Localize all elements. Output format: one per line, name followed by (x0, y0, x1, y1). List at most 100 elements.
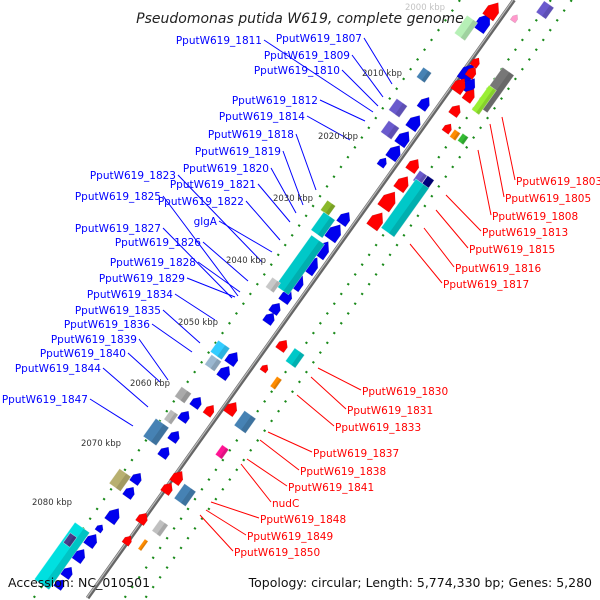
gene-arrow[interactable] (461, 86, 478, 104)
gene-arrow[interactable] (472, 10, 495, 35)
gene-arrow[interactable] (177, 408, 192, 425)
gene-box[interactable] (269, 375, 283, 391)
gene-arrow[interactable] (189, 394, 204, 411)
forward-gene-label[interactable]: PputW619_1839 (51, 334, 137, 346)
gene-box[interactable] (265, 276, 281, 294)
gene-box[interactable] (163, 409, 179, 425)
gene-arrow[interactable] (394, 128, 413, 149)
gene-arrow[interactable] (104, 505, 123, 526)
gene-arrow[interactable] (135, 510, 150, 527)
gene-box[interactable] (233, 410, 257, 434)
gene-arrow[interactable] (393, 173, 412, 194)
gene-arrow[interactable] (122, 484, 137, 501)
gene-arrow[interactable] (121, 534, 134, 547)
forward-gene-label[interactable]: PputW619_1826 (115, 237, 201, 249)
gene-box[interactable] (151, 518, 169, 538)
reverse-gene-label[interactable]: PputW619_1816 (455, 263, 541, 275)
gene-arrow[interactable] (275, 337, 290, 354)
gene-box[interactable] (388, 98, 408, 118)
reverse-gene-label[interactable]: PputW619_1808 (492, 211, 578, 223)
forward-gene-label[interactable]: PputW619_1847 (2, 394, 88, 406)
forward-gene-label[interactable]: PputW619_1823 (90, 170, 176, 182)
gene-arrow[interactable] (441, 122, 454, 135)
gene-arrow[interactable] (202, 403, 217, 418)
forward-gene-label[interactable]: PputW619_1819 (195, 146, 281, 158)
forward-gene-label[interactable]: PputW619_1836 (64, 319, 150, 331)
gene-arrow[interactable] (385, 142, 404, 163)
forward-gene-label[interactable]: PputW619_1818 (208, 129, 294, 141)
forward-gene-label[interactable]: PputW619_1840 (40, 348, 126, 360)
gene-arrow[interactable] (53, 577, 66, 592)
gene-arrow[interactable] (448, 102, 463, 119)
forward-gene-label[interactable]: PputW619_1835 (75, 305, 161, 317)
gene-arrow[interactable] (157, 444, 172, 461)
gene-arrow[interactable] (160, 480, 175, 497)
gene-arrow[interactable] (259, 363, 270, 374)
gene-arrow[interactable] (83, 531, 100, 550)
forward-gene-label[interactable]: PputW619_1829 (99, 273, 185, 285)
forward-gene-label[interactable]: PputW619_1828 (110, 257, 196, 269)
gene-arrow[interactable] (268, 300, 283, 317)
reverse-gene-label[interactable]: PputW619_1833 (335, 422, 421, 434)
reverse-gene-label[interactable]: PputW619_1848 (260, 514, 346, 526)
gene-box[interactable] (275, 234, 325, 296)
forward-gene-label[interactable]: PputW619_1827 (75, 223, 161, 235)
gene-box[interactable] (453, 14, 479, 42)
reverse-gene-label[interactable]: nudC (272, 498, 299, 510)
gene-box[interactable] (173, 483, 197, 507)
gene-arrow[interactable] (405, 112, 424, 133)
reverse-gene-label[interactable]: PputW619_1850 (234, 547, 320, 559)
gene-arrow[interactable] (167, 428, 182, 445)
gene-box[interactable] (209, 339, 231, 361)
gene-arrow[interactable] (94, 523, 105, 534)
gene-box[interactable] (214, 444, 230, 460)
forward-gene-label[interactable]: PputW619_1814 (219, 111, 305, 123)
forward-gene-label[interactable]: PputW619_1811 (176, 35, 262, 47)
gene-arrow[interactable] (336, 209, 353, 228)
forward-gene-label[interactable]: PputW619_1844 (15, 363, 101, 375)
reverse-gene-label[interactable]: PputW619_1815 (469, 244, 555, 256)
forward-gene-label[interactable]: PputW619_1812 (232, 95, 318, 107)
gene-arrow[interactable] (224, 349, 241, 368)
gene-arrow[interactable] (405, 156, 422, 175)
gene-arrow[interactable] (450, 75, 469, 96)
gene-box[interactable] (457, 132, 469, 146)
gene-box[interactable] (535, 0, 555, 20)
forward-gene-label[interactable]: glgA (194, 216, 218, 228)
gene-arrow[interactable] (216, 363, 233, 382)
gene-box[interactable] (471, 84, 497, 116)
gene-arrow[interactable] (129, 470, 144, 487)
forward-gene-label[interactable]: PputW619_1834 (87, 289, 173, 301)
reverse-gene-label[interactable]: PputW619_1830 (362, 386, 448, 398)
gene-box[interactable] (310, 211, 336, 239)
reverse-gene-label[interactable]: PputW619_1841 (288, 482, 374, 494)
gene-arrow[interactable] (169, 468, 186, 487)
forward-gene-label[interactable]: PputW619_1821 (170, 179, 256, 191)
reverse-gene-label[interactable]: PputW619_1817 (443, 279, 529, 291)
forward-gene-label[interactable]: PputW619_1820 (183, 163, 269, 175)
gene-arrow[interactable] (376, 156, 389, 169)
gene-arrow[interactable] (324, 221, 345, 244)
gene-box[interactable] (285, 347, 305, 369)
gene-box[interactable] (449, 128, 461, 142)
gene-arrow[interactable] (366, 209, 387, 232)
reverse-gene-label[interactable]: PputW619_1803 (516, 176, 600, 188)
forward-gene-label[interactable]: PputW619_1809 (264, 50, 350, 62)
gene-arrow[interactable] (464, 65, 479, 80)
gene-box[interactable] (142, 417, 170, 447)
forward-gene-label[interactable]: PputW619_1825 (75, 191, 161, 203)
gene-arrow[interactable] (223, 399, 240, 418)
reverse-gene-label[interactable]: PputW619_1838 (300, 466, 386, 478)
reverse-gene-label[interactable]: PputW619_1805 (505, 193, 591, 205)
gene-arrow[interactable] (262, 310, 277, 327)
gene-box[interactable] (416, 66, 432, 84)
reverse-gene-label[interactable]: PputW619_1831 (347, 405, 433, 417)
forward-gene-label[interactable]: PputW619_1807 (276, 33, 362, 45)
gene-arrow[interactable] (377, 188, 400, 213)
reverse-gene-label[interactable]: PputW619_1837 (313, 448, 399, 460)
forward-gene-label[interactable]: PputW619_1822 (158, 196, 244, 208)
gene-arrow[interactable] (482, 0, 503, 22)
gene-box[interactable] (204, 354, 222, 372)
reverse-gene-label[interactable]: PputW619_1813 (482, 227, 568, 239)
gene-box[interactable] (174, 386, 192, 404)
